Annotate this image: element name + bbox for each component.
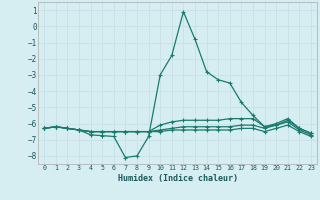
X-axis label: Humidex (Indice chaleur): Humidex (Indice chaleur)	[118, 174, 238, 183]
